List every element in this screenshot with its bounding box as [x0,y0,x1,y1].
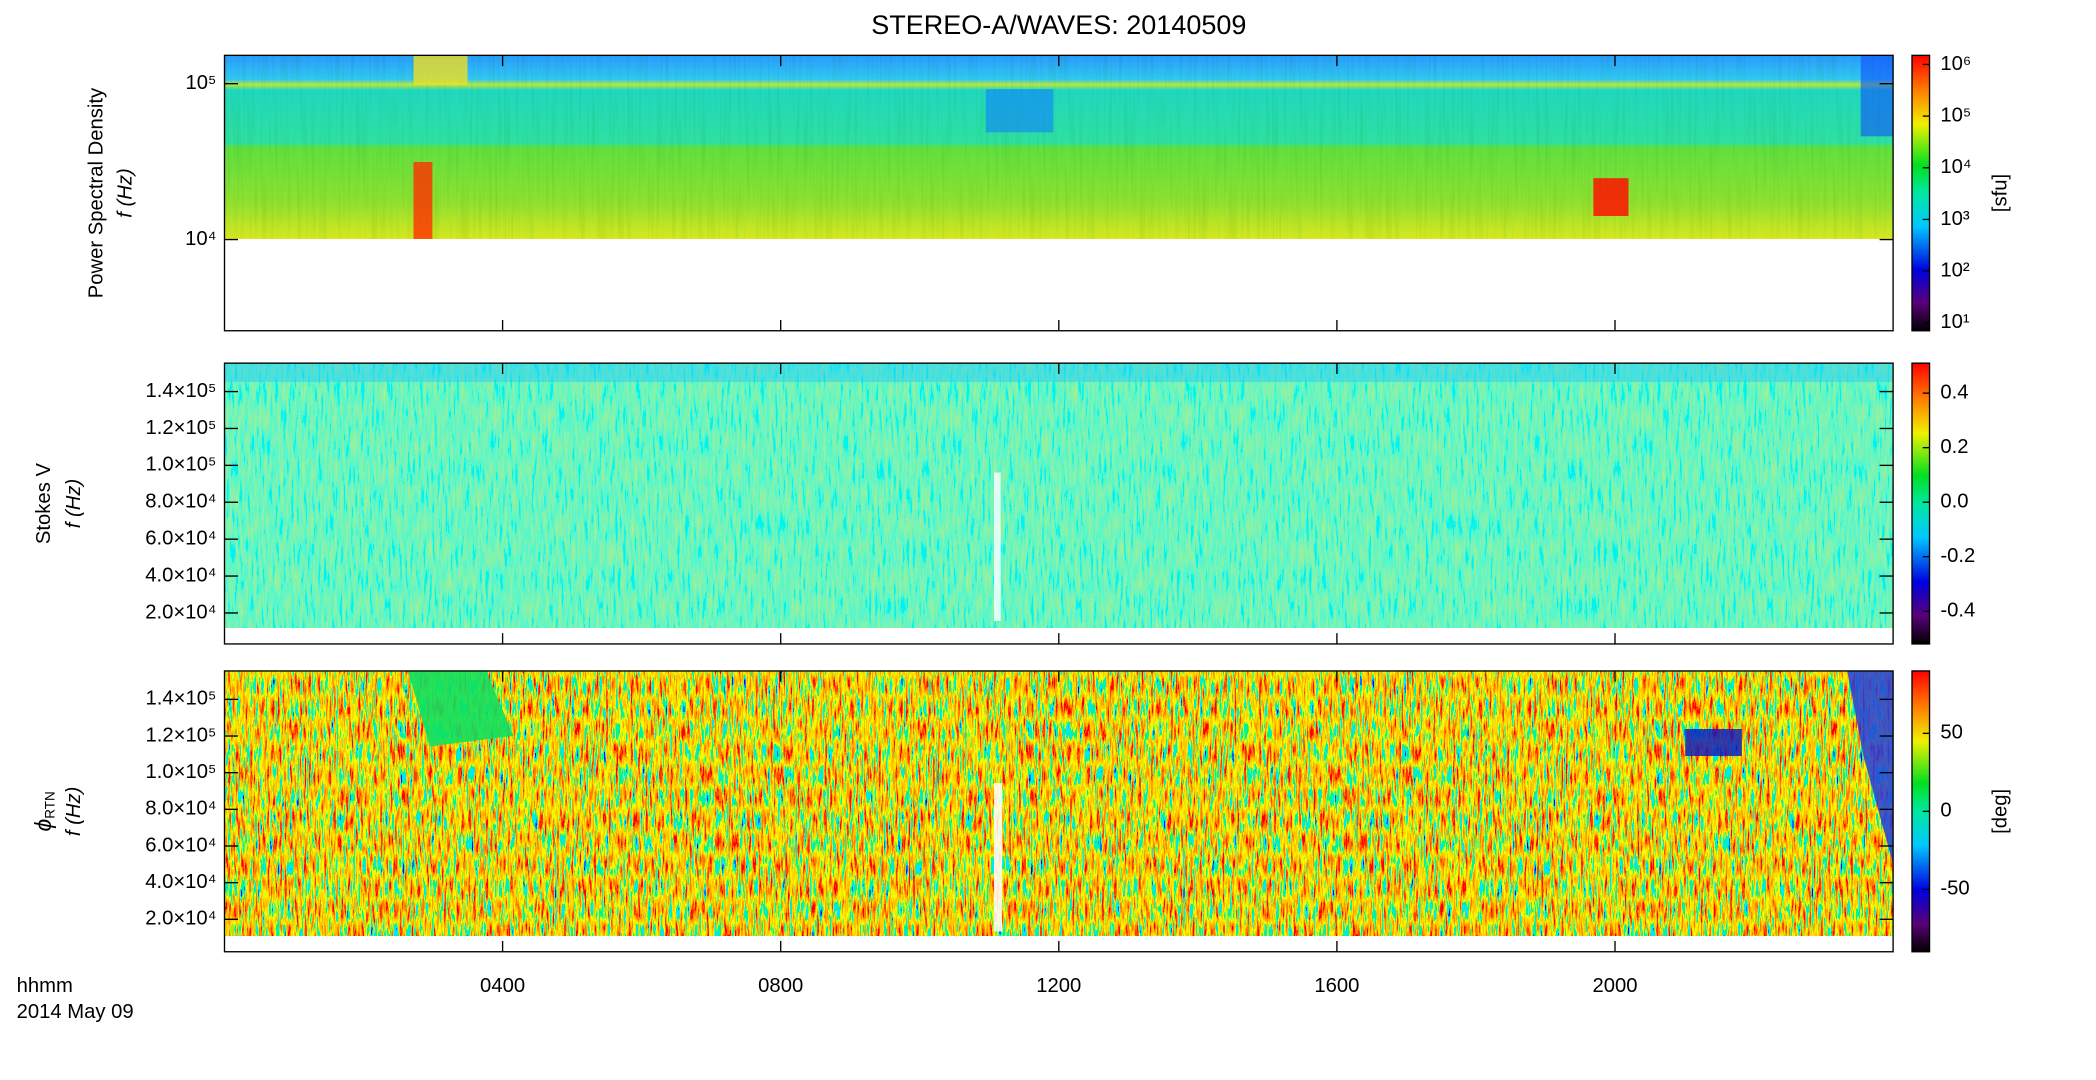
colorbar-tick-label: -0.2 [1940,545,1975,567]
colorbar-tick-label: 10² [1940,259,1970,281]
colorbar-tick-label: -50 [1940,878,1969,900]
colorbar-tick-label: 10⁵ [1940,104,1971,126]
colorbar-tick-label: 10⁶ [1940,53,1971,75]
colorbar-tick-label: 10¹ [1940,311,1970,333]
y-axis-label: f (Hz) [114,168,136,218]
y-tick-label: 1.4×10⁵ [145,380,216,402]
colorbar-tick-label: 0.0 [1940,491,1968,513]
colorbar-tick-label: 0 [1940,800,1951,822]
spectrogram-feature [408,670,514,747]
colorbar-tick-label: 0.4 [1940,381,1968,403]
spectrogram-feature [1847,670,1894,864]
colorbar-label: [sfu] [1989,174,2011,212]
y-tick-label: 2.0×10⁴ [145,908,216,930]
x-tick-label: 1600 [1314,975,1359,997]
y-axis-label-sub: RTN [42,791,57,819]
y-tick-label: 1.0×10⁵ [145,454,216,476]
x-tick-label: 1200 [1036,975,1081,997]
y-tick-label: 4.0×10⁴ [145,564,216,586]
colorbar-label: [deg] [1989,789,2011,834]
y-tick-label: 8.0×10⁴ [145,798,216,820]
spectrogram-feature [994,783,1003,932]
y-axis-label: ϕRTN [30,791,57,831]
spectrogram-feature [1685,729,1742,756]
y-axis-label: Power Spectral Density [86,87,108,298]
colorbar-tick-label: -0.4 [1940,600,1975,622]
x-tick-label: 0800 [758,975,803,997]
colorbar [1911,54,1931,332]
colorbar [1911,362,1931,645]
y-axis-label: Stokes V [33,463,55,545]
spectrogram-feature [1593,178,1629,216]
y-axis-label-main: Power Spectral Density [86,87,108,298]
y-tick-label: 6.0×10⁴ [145,528,216,550]
spectrogram-feature [985,89,1054,133]
y-axis-label-main: Stokes V [33,463,55,545]
y-tick-label: 8.0×10⁴ [145,491,216,513]
colorbar-tick-label: 10³ [1940,208,1970,230]
y-tick-label: 1.0×10⁵ [145,761,216,783]
x-axis-date: 2014 May 09 [17,1001,134,1023]
colorbar-tick-label: 0.2 [1940,436,1968,458]
y-tick-label: 1.2×10⁵ [145,417,216,439]
y-axis-label-main: ϕ [30,818,56,831]
y-tick-label: 10⁵ [185,72,216,94]
spectrogram-texture [224,363,1894,628]
y-tick-label: 1.4×10⁵ [145,688,216,710]
y-tick-label: 1.2×10⁵ [145,724,216,746]
x-axis-label: hhmm [17,975,73,997]
spectrogram-feature [413,162,433,239]
spectrogram-feature [1860,55,1894,137]
chart-title: STEREO-A/WAVES: 20140509 [871,10,1246,40]
y-axis-label: f (Hz) [63,787,85,836]
spectrogram-feature [413,55,468,86]
spectrogram-texture [224,55,1894,239]
colorbar-tick-label: 10⁴ [1940,156,1971,178]
colorbar-tick-label: 50 [1940,722,1963,744]
x-tick-label: 0400 [480,975,525,997]
y-tick-label: 2.0×10⁴ [145,601,216,623]
y-tick-label: 6.0×10⁴ [145,834,216,856]
spectrogram-feature [994,472,1001,621]
y-axis-label: f (Hz) [63,479,85,528]
x-tick-label: 2000 [1592,975,1637,997]
y-tick-label: 10⁴ [185,228,216,250]
y-tick-label: 4.0×10⁴ [145,871,216,893]
